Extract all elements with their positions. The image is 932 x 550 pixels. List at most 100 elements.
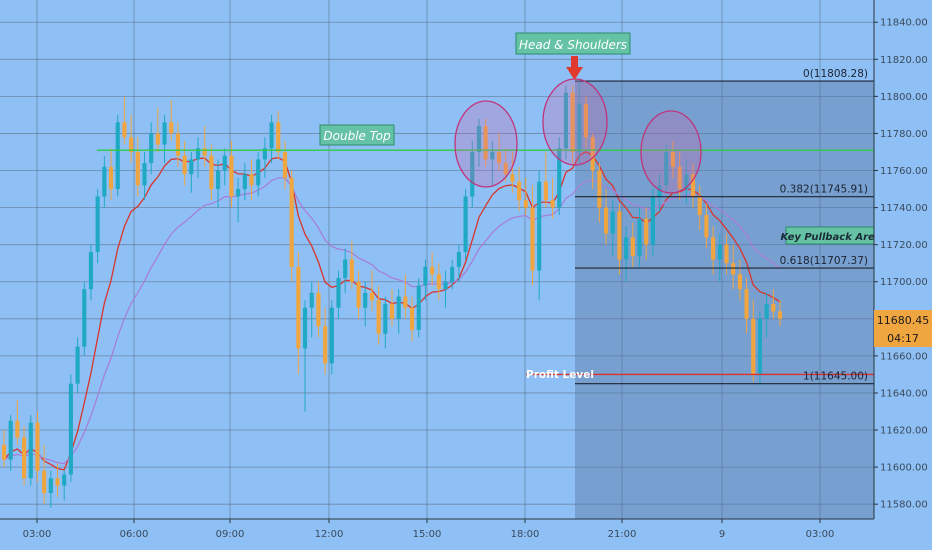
candle-2[interactable] [15, 400, 20, 445]
candle-8[interactable] [55, 463, 60, 497]
candle-6[interactable] [42, 444, 47, 505]
candle-56[interactable] [376, 285, 381, 345]
candle-103[interactable] [690, 163, 696, 208]
candle-94[interactable] [630, 222, 635, 267]
candle-40[interactable] [269, 114, 274, 164]
candle-39[interactable] [262, 137, 267, 178]
candle-95[interactable] [637, 207, 642, 267]
candle-29[interactable] [195, 137, 201, 178]
candle-116[interactable] [777, 300, 783, 327]
candle-109[interactable] [731, 244, 736, 290]
candle-36[interactable] [242, 163, 247, 201]
candle-97[interactable] [650, 189, 655, 256]
candle-111[interactable] [744, 278, 749, 334]
candle-24[interactable] [162, 114, 167, 164]
candle-20[interactable] [135, 137, 140, 197]
candle-14[interactable] [95, 189, 100, 264]
candle-58[interactable] [389, 289, 395, 327]
candle-62[interactable] [416, 278, 421, 338]
candle-13[interactable] [88, 244, 94, 301]
candle-84[interactable] [563, 85, 569, 160]
candle-71[interactable] [476, 118, 482, 167]
candle-66[interactable] [443, 270, 448, 308]
candle-18[interactable] [122, 96, 127, 145]
candle-61[interactable] [409, 296, 415, 342]
candle-65[interactable] [436, 263, 441, 301]
candle-4[interactable] [28, 415, 33, 486]
candle-41[interactable] [276, 111, 281, 160]
candle-3[interactable] [21, 426, 27, 486]
candle-7[interactable] [48, 470, 53, 508]
candle-27[interactable] [182, 140, 187, 186]
candle-99[interactable] [664, 144, 669, 193]
candle-22[interactable] [149, 122, 154, 175]
candle-43[interactable] [289, 170, 294, 282]
candle-9[interactable] [62, 470, 67, 501]
candle-17[interactable] [115, 114, 120, 197]
candle-38[interactable] [256, 151, 261, 197]
candle-93[interactable] [624, 226, 629, 282]
candle-11[interactable] [75, 337, 80, 393]
key-pullback-label[interactable]: Key Pullback Area [780, 232, 881, 243]
right-shoulder-ellipse[interactable] [640, 110, 702, 194]
candle-89[interactable] [597, 163, 602, 223]
candle-37[interactable] [249, 159, 254, 201]
head-shoulders-label[interactable]: Head & Shoulders [519, 38, 627, 52]
candle-19[interactable] [129, 114, 134, 164]
candle-113[interactable] [757, 311, 763, 386]
fib-retracement[interactable]: 0(11808.28) 0.382(11745.91) 0.618(11707.37… [575, 68, 874, 385]
candle-79[interactable] [530, 185, 535, 286]
candle-69[interactable] [463, 189, 468, 260]
candle-26[interactable] [175, 122, 181, 167]
candle-81[interactable] [543, 151, 548, 208]
candle-101[interactable] [677, 151, 682, 201]
horizontal-lines[interactable] [97, 149, 874, 376]
candle-96[interactable] [644, 207, 649, 260]
candle-106[interactable] [711, 226, 716, 275]
candle-76[interactable] [510, 151, 515, 193]
candle-67[interactable] [450, 259, 455, 290]
annotations[interactable]: Double Top Head & Shoulders Key Pullback… [319, 32, 882, 381]
candle-42[interactable] [282, 140, 288, 190]
candle-53[interactable] [356, 270, 361, 319]
candle-70[interactable] [470, 140, 475, 208]
candle-77[interactable] [517, 166, 522, 212]
candle-88[interactable] [590, 133, 595, 190]
candle-25[interactable] [169, 100, 174, 141]
candle-110[interactable] [737, 259, 742, 301]
candle-34[interactable] [229, 140, 234, 208]
candle-54[interactable] [363, 281, 368, 327]
double-top-label[interactable]: Double Top [323, 129, 391, 143]
ema-slow-line[interactable] [3, 177, 781, 465]
candle-10[interactable] [68, 374, 73, 482]
candle-35[interactable] [236, 177, 241, 223]
candle-0[interactable] [1, 430, 7, 468]
candle-78[interactable] [523, 177, 528, 216]
candle-44[interactable] [296, 252, 301, 375]
left-shoulder-ellipse[interactable] [454, 100, 518, 188]
double-top-label-bg[interactable] [319, 124, 395, 146]
candle-48[interactable] [323, 307, 328, 375]
candle-57[interactable] [383, 296, 388, 349]
candles[interactable] [1, 81, 783, 508]
candle-32[interactable] [215, 159, 221, 208]
candle-16[interactable] [108, 148, 114, 201]
candle-87[interactable] [583, 96, 589, 149]
candle-49[interactable] [329, 300, 334, 375]
candle-98[interactable] [657, 174, 662, 212]
head-ellipse[interactable] [542, 78, 608, 166]
candle-107[interactable] [717, 233, 722, 282]
candle-55[interactable] [369, 270, 375, 312]
candle-45[interactable] [302, 300, 308, 412]
candle-114[interactable] [764, 292, 769, 338]
candle-112[interactable] [751, 300, 756, 382]
pattern-ellipses[interactable] [454, 78, 702, 194]
candle-115[interactable] [771, 289, 776, 319]
candle-90[interactable] [603, 189, 609, 245]
head-shoulders-label-bg[interactable] [515, 32, 631, 55]
candle-80[interactable] [537, 170, 542, 301]
candle-63[interactable] [423, 259, 428, 301]
candle-31[interactable] [209, 144, 214, 201]
candle-51[interactable] [343, 248, 348, 293]
candle-50[interactable] [336, 270, 341, 319]
